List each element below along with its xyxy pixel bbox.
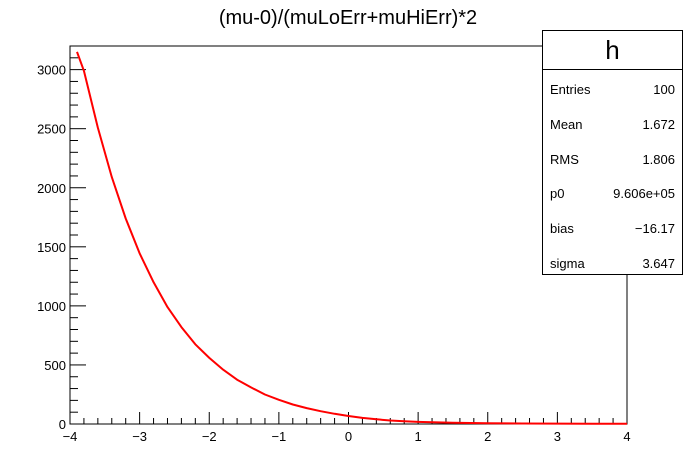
x-tick-label: 0 [345,429,352,444]
stats-value: −16.17 [634,221,675,237]
stats-value: 1.672 [642,116,675,132]
x-tick-label: −2 [202,429,217,444]
y-tick-label: 2500 [37,122,66,137]
x-tick-label: 4 [623,429,630,444]
y-tick-label: 1000 [37,299,66,314]
stats-value: 100 [653,82,675,97]
y-tick-label: 1500 [37,240,66,255]
stats-box: h Entries 100 Mean 1.672 RMS 1.806 p0 9.… [542,30,683,275]
series-layer [76,51,627,425]
stats-key: p0 [550,186,565,202]
axes: −4 −3 −2 −1 0 1 2 3 4 0 500 1000 1500 2000 2500 3000 [37,45,631,444]
x-tick-label: 2 [484,429,491,444]
stats-value: 3.647 [642,255,675,271]
stats-key: bias [550,221,574,237]
stats-row-rms: RMS 1.806 [543,140,682,175]
x-tick-label: −3 [132,429,147,444]
stats-key: Mean [550,116,583,132]
x-tick-label: 1 [415,429,422,444]
stats-value: 1.806 [642,151,675,167]
stats-value: 9.606e+05 [613,186,675,202]
y-tick-label: 0 [59,417,66,432]
stats-row-sigma: sigma 3.647 [543,244,682,279]
stats-key: sigma [550,255,585,271]
x-tick-label: −4 [63,429,78,444]
y-tick-label: 3000 [37,63,66,78]
y-tick-label: 500 [44,358,66,373]
x-tick-label: 3 [554,429,561,444]
stats-row-bias: bias −16.17 [543,209,682,244]
stats-row-mean: Mean 1.672 [543,105,682,140]
y-tick-label: 2000 [37,181,66,196]
stats-row-p0: p0 9.606e+05 [543,174,682,209]
stats-key: Entries [550,82,591,97]
x-tick-label: −1 [271,429,286,444]
stats-box-title: h [543,31,682,70]
chart-title: (mu-0)/(muLoErr+muHiErr)*2 [219,7,477,29]
series-line [76,51,627,425]
stats-row-entries: Entries 100 [543,70,682,105]
stats-key: RMS [550,151,579,167]
